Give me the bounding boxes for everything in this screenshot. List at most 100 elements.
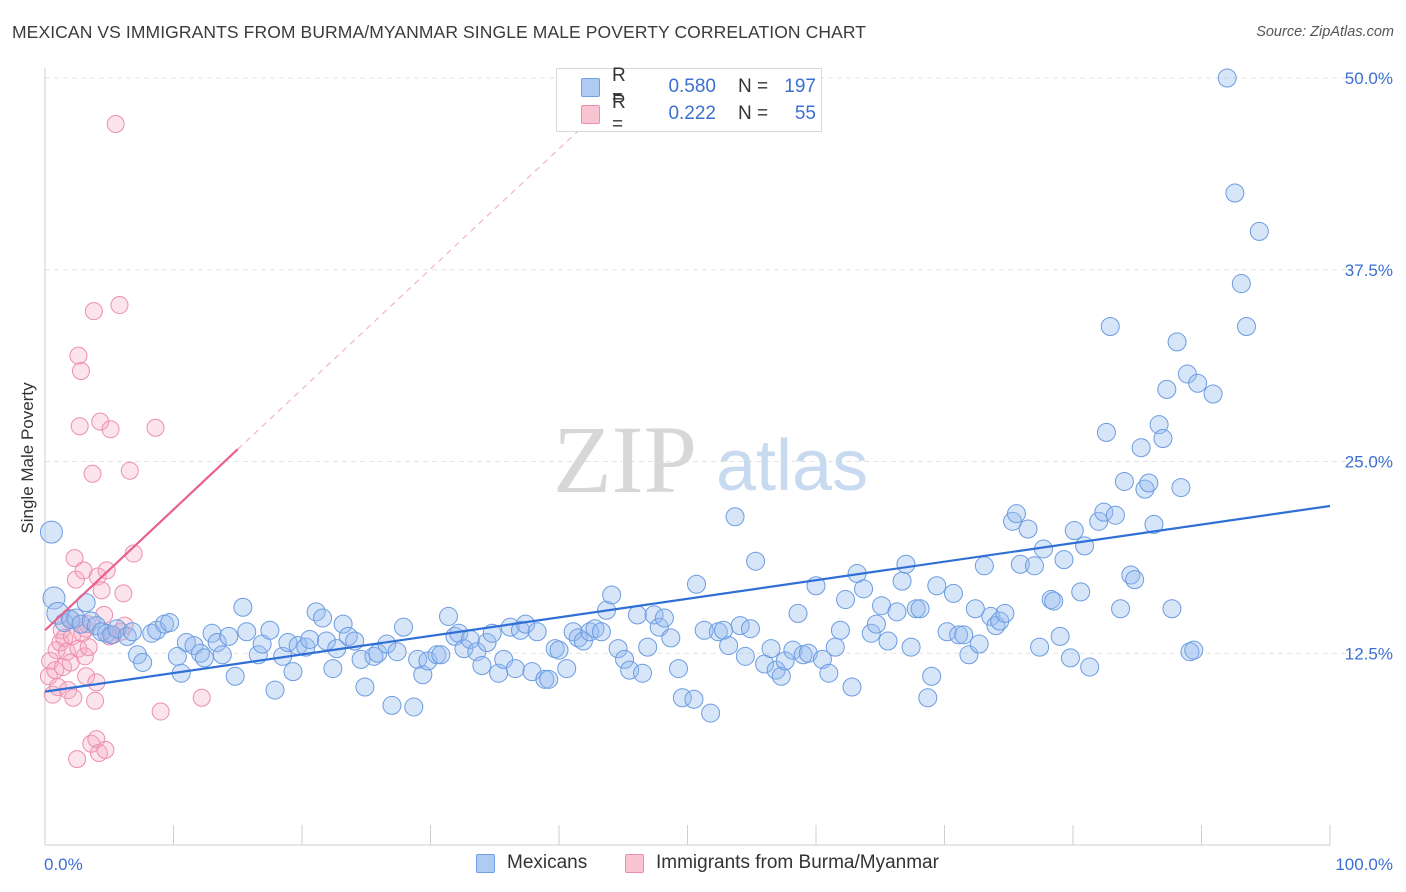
mexicans-point (42, 586, 66, 610)
watermark: ZIP atlas (553, 406, 868, 513)
y-axis-label: Single Male Poverty (18, 382, 37, 534)
mexicans-point (901, 637, 921, 657)
y-tick-label: 37.5% (1345, 261, 1393, 280)
mexicans-point (1217, 68, 1237, 88)
mexicans-point (798, 643, 818, 663)
mexicans-point (160, 613, 180, 633)
mexicans-point (212, 645, 232, 665)
legend-item-mexicans[interactable]: Mexicans (476, 852, 587, 874)
mexicans-point (819, 663, 839, 683)
mexicans-point (974, 556, 994, 576)
burma-point (55, 628, 74, 647)
r-value: 0.580 (668, 76, 716, 97)
mexicans-point (219, 626, 239, 646)
mexicans-point (788, 603, 808, 623)
mexicans-point (922, 666, 942, 686)
mexicans-point (1096, 422, 1116, 442)
mexicans-point (878, 631, 898, 651)
mexicans-point (965, 599, 985, 619)
mexicans-point (638, 637, 658, 657)
burma-point (146, 418, 165, 437)
n-value: 55 (794, 103, 816, 124)
axes (44, 68, 1331, 846)
mexicans-point (1125, 570, 1145, 590)
mexicans-point (910, 599, 930, 619)
x-tick-label: 0.0% (44, 855, 83, 874)
mexicans-point (927, 576, 947, 596)
burma-point (84, 302, 103, 321)
stats-legend: R = 0.580 N = 197 R = 0.222 N = 55 (556, 65, 822, 135)
y-tick-label: 50.0% (1345, 69, 1393, 88)
mexicans-point (1089, 511, 1109, 531)
mexicans-point (431, 645, 451, 665)
mexicans-point (107, 619, 127, 639)
mexicans-point (260, 620, 280, 640)
watermark-zip: ZIP (553, 406, 697, 513)
mexicans-point (382, 695, 402, 715)
stats-row-mexicans: R = 0.580 N = 197 (581, 65, 816, 108)
mexicans-point (394, 617, 414, 637)
mexicans-point (1236, 317, 1256, 337)
gridlines (45, 77, 1380, 654)
trend-lines (44, 88, 1331, 693)
mexicans-point (66, 608, 86, 628)
mexicans-point (949, 625, 969, 645)
mexicans-point (684, 689, 704, 709)
mexicans-point (1203, 384, 1223, 404)
burma-point (65, 549, 84, 568)
burma-point (110, 296, 129, 315)
mexicans-point (1060, 648, 1080, 668)
mexicans-point (1144, 514, 1164, 534)
legend-item-burma[interactable]: Immigrants from Burma/Myanmar (625, 852, 939, 874)
mexicans-point (1153, 428, 1173, 448)
burma-point (88, 567, 107, 586)
mexicans-point (842, 677, 862, 697)
mexicans-point (539, 669, 559, 689)
r-label: R = (612, 92, 626, 135)
mexicans-point (283, 662, 303, 682)
mexicans-point (580, 622, 600, 642)
mexicans-point (408, 649, 428, 669)
mexicans-point (725, 507, 745, 527)
mexicans-point (1100, 317, 1120, 337)
burma-point (66, 570, 85, 589)
mexicans-points (39, 68, 1269, 723)
mexicans-point (1188, 373, 1208, 393)
burma-point (120, 461, 139, 480)
burma-point (86, 691, 105, 710)
r-value: 0.222 (668, 103, 716, 124)
mexicans-point (981, 606, 1001, 626)
mexicans-point (918, 688, 938, 708)
mexicans-point (1030, 637, 1050, 657)
n-value: 197 (784, 76, 816, 97)
tick-labels: 12.5% 25.0% 37.5% 50.0% 0.0% 100.0% (44, 69, 1393, 874)
burma-point (96, 740, 115, 759)
mexicans-point (620, 660, 640, 680)
mexicans-point (854, 579, 874, 599)
mexicans-point (176, 633, 196, 653)
mexicans-point (568, 628, 588, 648)
mexicans-point (937, 622, 957, 642)
mexicans-point (954, 625, 974, 645)
burma-point (70, 417, 89, 436)
burma-point (97, 561, 116, 580)
mexicans-point (76, 593, 96, 613)
series-legend: Mexicans Immigrants from Burma/Myanmar (0, 852, 1406, 878)
mexicans-point (735, 646, 755, 666)
mexicans-point (472, 656, 492, 676)
mexicans-point (482, 623, 502, 643)
mexicans-point (746, 551, 766, 571)
mexicans-point (771, 666, 791, 686)
mexicans-point (830, 620, 850, 640)
mexicans-point (510, 620, 530, 640)
mexicans-point (602, 585, 622, 605)
burma-point (64, 688, 83, 707)
mexicans-point (969, 634, 989, 654)
mexicans-point (142, 623, 162, 643)
mexicans-point (861, 623, 881, 643)
mexicans-point (278, 633, 298, 653)
n-label: N = (738, 76, 769, 97)
mexicans-point (1139, 473, 1159, 493)
mexicans-point (202, 623, 222, 643)
mexicans-swatch (581, 77, 600, 97)
